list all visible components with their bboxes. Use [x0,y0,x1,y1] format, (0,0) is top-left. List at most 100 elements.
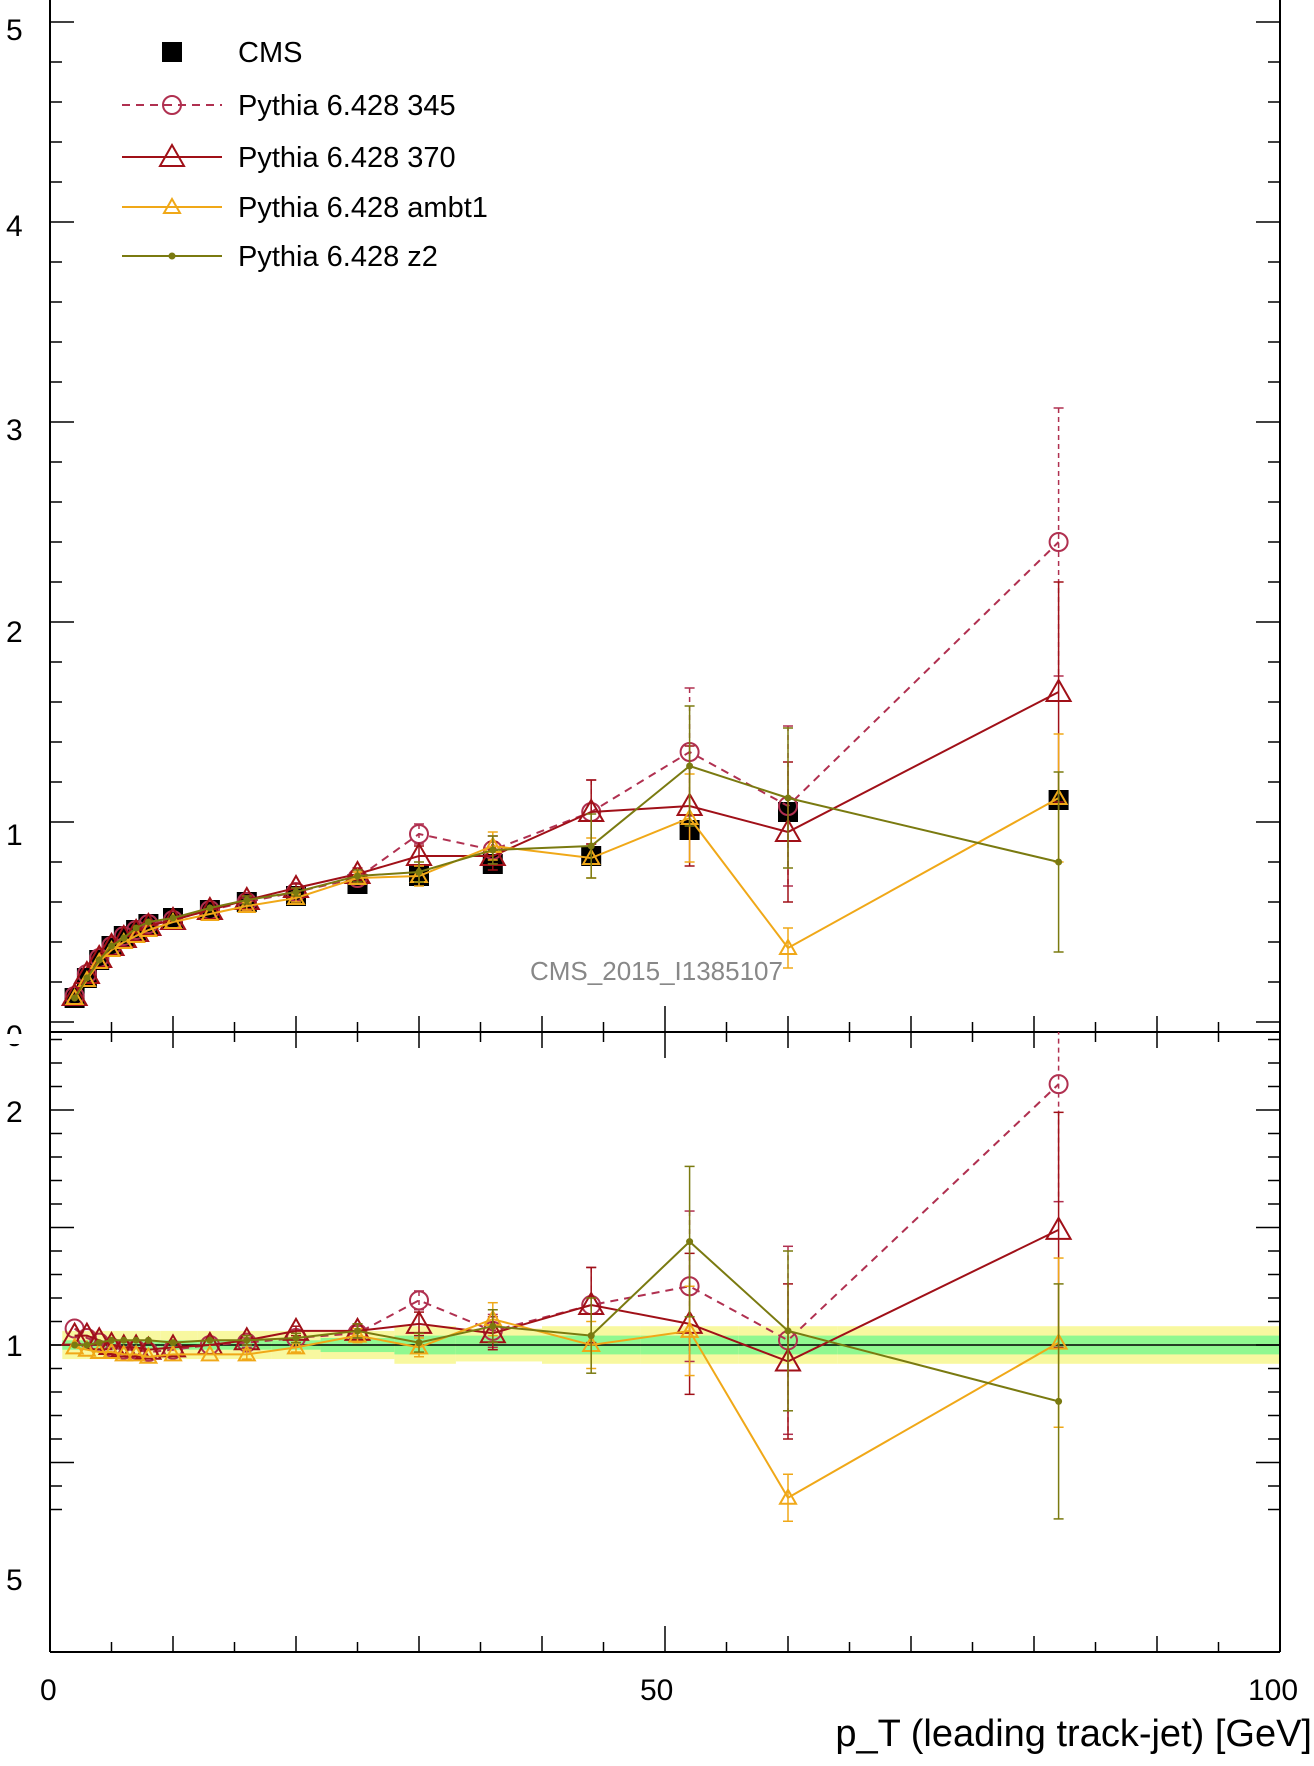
x-axis-title: p_T (leading track-jet) [GeV] [835,1713,1312,1755]
ratio-y-tick-label: 5 [6,1564,23,1597]
data-point [158,142,186,167]
data-point [108,1336,115,1344]
ratio-series-group [60,1032,1073,1522]
data-point [778,937,798,955]
data-point [132,1336,140,1344]
legend-item: Pythia 6.428 z2 [122,241,438,273]
series-pythia-6-428-370 [60,1111,1073,1440]
data-point [132,924,140,932]
data-point [168,252,176,260]
data-point [237,1344,257,1362]
main-y-tick-label: 3 [6,414,23,447]
legend-item: CMS [162,37,302,69]
x-tick-label: 0 [40,1674,57,1707]
data-point [83,1341,91,1349]
data-point [409,1290,429,1311]
data-point [64,1337,85,1355]
data-point [1055,858,1063,866]
data-point [1044,677,1073,702]
legend-label: Pythia 6.428 345 [238,90,456,122]
series-line [74,1318,1060,1500]
data-point [144,918,152,926]
data-point [1048,532,1069,552]
series-pythia-6-428-z2 [71,705,1064,1002]
error-bar [414,1290,424,1311]
data-point [415,1339,423,1347]
axis-ticks [49,21,1281,1652]
data-point [587,1332,595,1340]
data-point [784,1327,792,1335]
data-point [686,1238,694,1246]
data-point [347,1325,368,1343]
data-point [286,1337,306,1355]
main-series-group [60,407,1073,1008]
main-y-tick-label: 2 [6,616,23,649]
ratio-y-tick-label: 2 [6,1096,23,1129]
error-bar [783,1473,793,1522]
data-point [206,1336,214,1344]
data-point [97,1330,126,1355]
data-point [77,969,97,987]
data-point [162,196,182,214]
data-point [163,911,183,929]
data-point [101,1342,122,1360]
legend-item: Pythia 6.428 370 [122,142,456,174]
data-point [162,95,182,115]
data-point [95,1339,103,1347]
data-point [71,994,79,1002]
data-point [784,794,792,802]
data-point [159,1333,187,1358]
data-point [108,942,115,950]
main-y-tick-label: 1 [6,819,23,852]
series-pythia-6-428-z2 [71,1165,1064,1520]
ratio-y-tick-label: 1 [6,1330,23,1363]
main-panel-frame [49,0,1281,1032]
data-point [200,1344,220,1362]
data-point [237,895,257,913]
data-point [162,42,182,62]
data-point [95,956,103,964]
main-y-tick-label: 5 [6,14,23,47]
data-point [126,1344,146,1362]
x-tick-label: 100 [1248,1674,1298,1707]
data-point [354,872,361,880]
data-point [169,1339,177,1347]
main-y-tick-labels: 5 4 3 2 1 0 [6,14,23,1053]
legend-item: Pythia 6.428 345 [122,90,456,122]
legend-label: Pythia 6.428 370 [238,142,456,174]
legend-label: Pythia 6.428 ambt1 [238,192,488,224]
series-pythia-6-428-ambt1 [64,1257,1069,1522]
data-point [489,846,497,854]
data-point [114,1344,134,1362]
data-point [354,1327,361,1335]
data-point [415,868,423,876]
data-point [200,903,220,921]
data-point [163,1344,183,1362]
data-point [134,1335,163,1360]
data-point [409,1337,429,1355]
series-pythia-6-428-370 [60,581,1073,1006]
data-point [479,841,507,866]
data-point [778,1487,798,1505]
x-tick-label: 50 [640,1674,673,1707]
data-point [292,1334,300,1342]
data-point [89,1342,109,1360]
data-point [1048,1074,1069,1095]
data-point [144,1336,152,1344]
data-point [243,896,251,904]
data-point [89,951,109,969]
data-point [64,987,85,1005]
data-point [1055,1397,1063,1405]
data-point [138,1346,159,1364]
series-line [73,1083,1060,1354]
data-point [85,1326,113,1351]
data-point [489,1322,497,1330]
legend-item: Pythia 6.428 ambt1 [122,192,488,224]
data-point [138,919,159,937]
x-tick-labels: 0 50 100 [40,1674,1298,1707]
main-y-tick-label: 4 [6,210,23,243]
data-point [77,1339,97,1357]
watermark-label: CMS_2015_I1385107 [530,956,783,986]
series-line [74,1228,1060,1363]
